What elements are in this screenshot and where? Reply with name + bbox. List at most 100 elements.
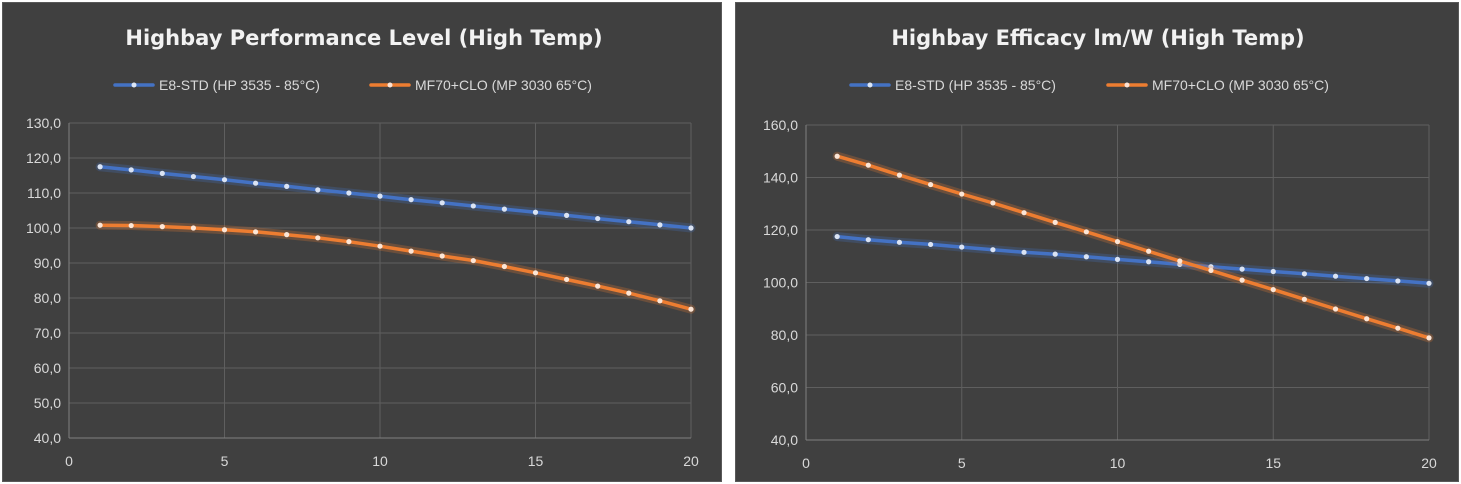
data-point-mf70-clo <box>315 235 321 241</box>
legend-marker-e8-std <box>131 82 137 88</box>
data-point-e8-std <box>990 247 996 253</box>
data-point-e8-std <box>865 237 871 243</box>
y-tick-label: 90,0 <box>34 255 61 271</box>
data-point-e8-std <box>1332 273 1339 279</box>
data-point-mf70-clo <box>595 283 601 289</box>
data-point-e8-std <box>1146 259 1152 265</box>
y-tick-label: 40,0 <box>771 432 798 448</box>
data-point-e8-std <box>959 244 965 250</box>
efficacy-chart: Highbay Efficacy lm/W (High Temp) E8-STD… <box>763 26 1437 471</box>
y-tick-label: 120,0 <box>763 222 798 238</box>
data-point-e8-std <box>564 212 570 218</box>
data-point-e8-std <box>408 197 414 203</box>
data-point-e8-std <box>128 167 134 173</box>
legend-marker-mf70-clo <box>387 82 393 88</box>
y-tick-label: 60,0 <box>34 360 61 376</box>
data-point-mf70-clo <box>1083 229 1089 235</box>
data-point-mf70-clo <box>253 229 259 235</box>
x-tick-label: 10 <box>372 453 388 469</box>
data-point-e8-std <box>159 170 165 176</box>
data-point-mf70-clo <box>1395 325 1401 331</box>
data-point-mf70-clo <box>97 222 103 228</box>
y-tick-label: 140,0 <box>763 170 798 186</box>
data-point-e8-std <box>1270 268 1276 275</box>
x-tick-label: 0 <box>65 453 73 469</box>
y-tick-label: 80,0 <box>771 327 798 343</box>
x-tick-label: 15 <box>528 453 544 469</box>
y-tick-label: 110,0 <box>27 185 61 201</box>
data-point-e8-std <box>1364 275 1370 282</box>
legend: E8-STD (HP 3535 - 85°C) MF70+CLO (MP 303… <box>849 77 1329 93</box>
chart-title: Highbay Performance Level (High Temp) <box>125 26 602 50</box>
chart-title: Highbay Efficacy lm/W (High Temp) <box>891 26 1304 50</box>
efficacy-chart-panel: Highbay Efficacy lm/W (High Temp) E8-STD… <box>735 2 1459 482</box>
data-point-e8-std <box>221 177 228 183</box>
data-point-mf70-clo <box>1426 335 1432 341</box>
data-point-e8-std <box>284 183 290 189</box>
x-tick-label: 5 <box>221 453 229 469</box>
data-point-e8-std <box>1239 266 1245 272</box>
series-line-mf70-clo <box>98 223 693 311</box>
data-point-e8-std <box>346 190 352 196</box>
legend-label-mf70-clo: MF70+CLO (MP 3030 65°C) <box>415 77 592 93</box>
data-point-mf70-clo <box>1177 258 1183 264</box>
data-point-mf70-clo <box>1332 306 1339 312</box>
y-tick-label: 40,0 <box>34 430 61 446</box>
data-point-e8-std <box>1083 254 1089 260</box>
legend-marker-e8-std <box>867 82 873 88</box>
data-point-e8-std <box>532 209 539 215</box>
series-line-e8-std <box>98 165 693 230</box>
series-glow-mf70-clo <box>95 220 696 314</box>
x-tick-label: 20 <box>1421 455 1437 471</box>
data-point-mf70-clo <box>959 191 965 197</box>
data-point-mf70-clo <box>626 290 632 296</box>
data-point-mf70-clo <box>284 232 290 238</box>
performance-level-chart: Highbay Performance Level (High Temp) E8… <box>26 26 699 469</box>
data-point-mf70-clo <box>159 224 165 230</box>
data-point-mf70-clo <box>408 248 414 254</box>
data-point-mf70-clo <box>990 200 996 206</box>
data-point-mf70-clo <box>439 253 445 259</box>
data-point-mf70-clo <box>128 222 134 229</box>
data-point-mf70-clo <box>221 227 228 233</box>
data-point-e8-std <box>315 187 321 193</box>
data-point-e8-std <box>377 193 383 199</box>
performance-level-chart-panel: Highbay Performance Level (High Temp) E8… <box>2 2 722 482</box>
data-point-e8-std <box>1208 264 1214 270</box>
data-point-mf70-clo <box>1208 267 1214 274</box>
legend-label-mf70-clo: MF70+CLO (MP 3030 65°C) <box>1152 77 1329 93</box>
data-point-mf70-clo <box>564 276 570 283</box>
data-point-e8-std <box>1301 271 1307 277</box>
data-point-mf70-clo <box>834 153 840 159</box>
data-point-mf70-clo <box>470 257 476 264</box>
data-point-mf70-clo <box>865 162 871 168</box>
data-point-e8-std <box>657 222 663 228</box>
data-point-e8-std <box>626 219 632 225</box>
x-tick-label: 5 <box>958 455 966 471</box>
data-point-e8-std <box>595 215 601 222</box>
y-tick-label: 130,0 <box>26 115 61 131</box>
data-point-mf70-clo <box>346 239 352 245</box>
data-point-mf70-clo <box>688 306 694 312</box>
data-point-e8-std <box>1052 251 1058 257</box>
data-point-e8-std <box>928 241 934 248</box>
y-tick-label: 80,0 <box>34 290 61 306</box>
data-point-e8-std <box>190 173 196 180</box>
data-point-e8-std <box>896 239 903 245</box>
plot-area: 0 5 10 15 20 40,0 60,0 80,0 100,0 120,0 140,0 160,0 <box>763 117 1437 471</box>
data-point-e8-std <box>834 233 840 240</box>
data-point-mf70-clo <box>1114 238 1121 245</box>
data-point-e8-std <box>1114 256 1121 262</box>
data-point-mf70-clo <box>377 243 383 249</box>
data-point-e8-std <box>1426 280 1432 286</box>
legend-label-e8-std: E8-STD (HP 3535 - 85°C) <box>159 77 320 93</box>
x-tick-label: 20 <box>683 453 699 469</box>
data-point-mf70-clo <box>1301 296 1307 302</box>
data-point-mf70-clo <box>1239 277 1245 283</box>
legend: E8-STD (HP 3535 - 85°C) MF70+CLO (MP 303… <box>113 77 592 93</box>
data-point-e8-std <box>253 180 259 186</box>
data-point-mf70-clo <box>657 298 663 304</box>
legend-label-e8-std: E8-STD (HP 3535 - 85°C) <box>895 77 1056 93</box>
data-point-e8-std <box>1395 278 1401 284</box>
data-point-e8-std <box>470 203 476 209</box>
